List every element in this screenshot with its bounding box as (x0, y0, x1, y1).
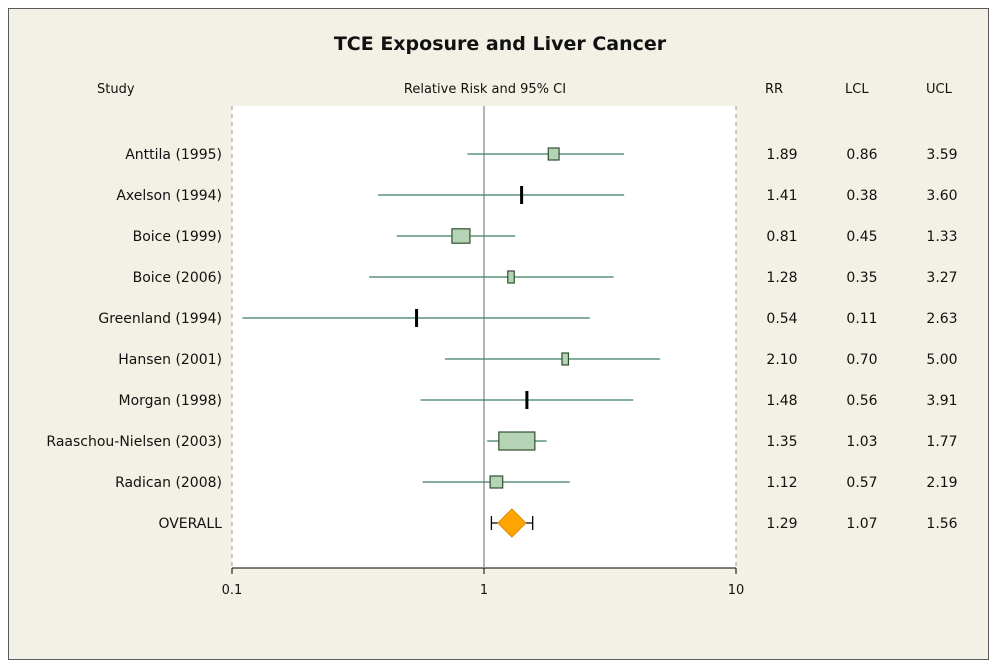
forest-plot: TCE Exposure and Liver Cancer Study Rela… (46, 33, 957, 598)
rr-value: 1.28 (766, 270, 797, 286)
lcl-value: 0.45 (846, 229, 877, 245)
ucl-value: 3.60 (926, 188, 957, 204)
ucl-value: 5.00 (926, 352, 957, 368)
study-label: Hansen (2001) (118, 352, 222, 368)
ucl-value: 2.19 (926, 475, 957, 491)
ucl-value: 3.91 (926, 393, 957, 409)
header-ucl: UCL (926, 82, 953, 97)
rr-box (561, 352, 570, 366)
study-label: Raaschou-Nielsen (2003) (46, 434, 222, 450)
header-study: Study (97, 82, 135, 97)
ucl-value: 1.33 (926, 229, 957, 245)
study-label: Boice (1999) (133, 229, 222, 245)
overall-label: OVERALL (158, 516, 222, 532)
header-rr: RR (765, 82, 783, 97)
rr-value: 1.12 (766, 475, 797, 491)
rr-box (507, 270, 515, 284)
x-tick-label: 10 (728, 583, 745, 598)
rr-box (451, 228, 471, 244)
ucl-value: 2.63 (926, 311, 957, 327)
rr-box (489, 475, 504, 489)
lcl-value: 0.86 (846, 147, 877, 163)
lcl-value: 0.11 (846, 311, 877, 327)
rr-value: 2.10 (766, 352, 797, 368)
lcl-value: 0.56 (846, 393, 877, 409)
x-tick-label: 0.1 (222, 583, 243, 598)
lcl-value: 0.57 (846, 475, 877, 491)
lcl-value: 1.03 (846, 434, 877, 450)
rr-value: 1.41 (766, 188, 797, 204)
study-label: Radican (2008) (115, 475, 222, 491)
ucl-value: 1.77 (926, 434, 957, 450)
rr-marker (520, 186, 524, 204)
lcl-value: 0.70 (846, 352, 877, 368)
header-lcl: LCL (845, 82, 869, 97)
chart-frame: TCE Exposure and Liver Cancer Study Rela… (8, 8, 989, 660)
chart-title: TCE Exposure and Liver Cancer (334, 33, 667, 55)
study-label: Anttila (1995) (125, 147, 222, 163)
rr-value: 0.81 (766, 229, 797, 245)
overall-diamond (497, 508, 527, 538)
rr-box (547, 147, 560, 161)
x-tick-label: 1 (480, 583, 488, 598)
overall-rr-value: 1.29 (766, 516, 797, 532)
rr-value: 1.48 (766, 393, 797, 409)
rr-value: 0.54 (766, 311, 797, 327)
rr-box (498, 431, 536, 451)
rr-value: 1.35 (766, 434, 797, 450)
rr-marker (415, 309, 419, 327)
study-label: Greenland (1994) (98, 311, 222, 327)
overall-ucl-value: 1.56 (926, 516, 957, 532)
lcl-value: 0.38 (846, 188, 877, 204)
overall-lcl-value: 1.07 (846, 516, 877, 532)
study-label: Morgan (1998) (119, 393, 223, 409)
rr-value: 1.89 (766, 147, 797, 163)
ucl-value: 3.59 (926, 147, 957, 163)
rr-marker (525, 391, 529, 409)
study-label: Axelson (1994) (116, 188, 222, 204)
lcl-value: 0.35 (846, 270, 877, 286)
ucl-value: 3.27 (926, 270, 957, 286)
header-plot: Relative Risk and 95% CI (404, 82, 566, 97)
study-label: Boice (2006) (133, 270, 222, 286)
